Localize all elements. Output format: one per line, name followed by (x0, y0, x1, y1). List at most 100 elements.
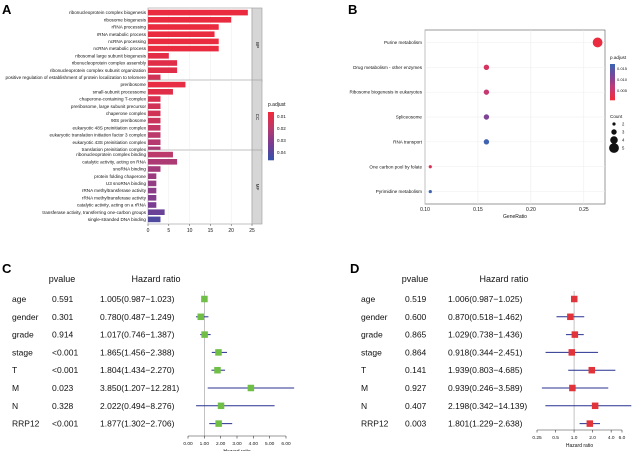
colorbar-segment (268, 140, 274, 143)
colorbar-segment (268, 152, 274, 155)
bar-category-label: ribonucleoprotein complex subunit organi… (50, 68, 146, 73)
x-tick-label: 1.0 (571, 435, 578, 441)
colorbar-segment (268, 158, 274, 161)
hazard-ratio-marker (586, 420, 594, 427)
facet-strip-label: CC (255, 114, 260, 121)
bar-category-label: transferase activity, transferring one-c… (42, 210, 146, 215)
colorbar-segment (268, 112, 274, 115)
y-category-label: Ribosome biogenesis in eukaryotes (349, 90, 422, 95)
colorbar-segment (610, 65, 615, 68)
hazard-ratio-marker (215, 349, 222, 356)
colorbar-segment (610, 69, 615, 72)
panel-a-bar-chart: BP ribonucleoprotein complex biogenesis ri… (6, 7, 286, 234)
colorbar-segment (610, 73, 615, 76)
row-hazard-ratio-text: 1.006(0.987−1.025) (448, 294, 523, 304)
bar-category-label: snoRNA binding (113, 167, 146, 172)
x-tick-label: 0.00 (183, 441, 193, 447)
row-variable-name: grade (361, 330, 383, 340)
bar-category-label: 90S preribosome (111, 118, 146, 123)
row-variable-name: M (12, 383, 19, 393)
row-variable-name: stage (361, 347, 382, 357)
hazard-ratio-marker (591, 402, 599, 410)
row-variable-name: RRP12 (12, 419, 40, 429)
row-pvalue: 0.141 (405, 365, 427, 375)
bar-category-label: single-stranded DNA binding (88, 217, 147, 222)
bar (148, 89, 173, 95)
bar (148, 151, 173, 158)
data-point (428, 189, 432, 194)
colorbar-segment (610, 98, 615, 101)
x-tick-label: 20 (228, 228, 234, 234)
legend-padj-title: p.adjust (610, 55, 627, 60)
colorbar-segment (610, 96, 615, 99)
colorbar-segment (610, 67, 615, 70)
x-tick-label: 6.00 (281, 441, 291, 447)
hazard-ratio-marker (197, 313, 204, 321)
count-legend-label: 2 (622, 122, 625, 127)
x-tick-label: 5 (167, 228, 170, 234)
x-axis-label: Hazard ratio (223, 449, 250, 451)
panel-d-forest-plot: pvalue Hazard ratio age 0.519 1.006(0.987−1.… (361, 274, 632, 449)
bar (148, 166, 161, 172)
x-tick-label: 1.00 (200, 441, 210, 447)
row-pvalue: <0.001 (52, 347, 79, 357)
bar-category-label: protein folding chaperone (94, 174, 146, 179)
bar-category-label: rRNA methyltransferase activity (82, 188, 147, 193)
x-tick-label: 10 (187, 228, 193, 234)
row-variable-name: N (12, 401, 18, 411)
row-hazard-ratio-text: 1.865(1.456−2.388) (100, 347, 175, 357)
bar (148, 195, 157, 201)
row-variable-name: gender (361, 312, 388, 322)
colorbar-segment (268, 120, 274, 123)
row-variable-name: N (361, 401, 367, 411)
x-tick-label: 0.5 (552, 435, 559, 441)
legend-count-title: Count (610, 114, 623, 119)
bar-category-label: ribonucleoprotein complex assembly (72, 61, 147, 66)
colorbar-segment (268, 144, 274, 147)
bar (148, 187, 157, 194)
hazard-ratio-marker (567, 313, 574, 321)
colorbar-segment (268, 134, 274, 137)
row-hazard-ratio-text: 0.870(0.518−1.462) (448, 312, 523, 322)
bar (148, 132, 161, 138)
row-variable-name: grade (12, 330, 34, 340)
bar-category-label: catalytic activity, acting on a rRNA (77, 203, 147, 208)
y-category-label: Purine metabolism (384, 40, 422, 45)
row-hazard-ratio-text: 2.022(0.494−8.276) (100, 401, 175, 411)
colorbar-segment (268, 138, 274, 141)
header-hazard-ratio: Hazard ratio (479, 274, 528, 284)
x-tick-label: 6.0 (619, 435, 626, 441)
row-pvalue: <0.001 (52, 419, 79, 429)
colorbar-tick-label: 0.04 (277, 150, 286, 155)
row-pvalue: 0.407 (405, 401, 427, 411)
colorbar-segment (610, 82, 615, 85)
header-pvalue: pvalue (402, 274, 429, 284)
colorbar-segment (610, 92, 615, 95)
panel-label-c: C (2, 261, 12, 276)
row-hazard-ratio-text: 2.198(0.342−14.139) (448, 401, 527, 411)
colorbar-segment (268, 150, 274, 153)
row-pvalue: 0.519 (405, 294, 427, 304)
y-category-label: Drug metabolism - other enzymes (353, 65, 423, 70)
colorbar-segment (610, 78, 615, 81)
colorbar-segment (268, 118, 274, 121)
facet-strip-mf (251, 149, 263, 225)
bar-category-label: small-subunit processome (93, 89, 147, 94)
x-tick-label: 0.15 (473, 207, 483, 213)
bar-category-label: rRNA methyltransferase activity (82, 195, 147, 200)
colorbar-segment (268, 114, 274, 117)
bar-category-label: preribosome, large subunit precursor (71, 104, 147, 109)
panel-b-dot-plot: Purine metabolism Drug metabolism - other… (349, 29, 628, 220)
bar-category-label: rRNA processing (112, 25, 147, 30)
panel-label-d: D (350, 261, 359, 276)
colorbar-segment (268, 154, 274, 157)
colorbar-segment (610, 74, 615, 77)
colorbar-tick-label: 0.02 (277, 126, 286, 131)
hazard-ratio-marker (568, 349, 576, 356)
bar (148, 110, 161, 117)
colorbar-tick-label: 0.03 (277, 138, 286, 143)
bar (148, 17, 232, 23)
x-tick-label: 0.20 (526, 207, 536, 213)
row-hazard-ratio-text: 1.005(0.987−1.023) (100, 294, 175, 304)
